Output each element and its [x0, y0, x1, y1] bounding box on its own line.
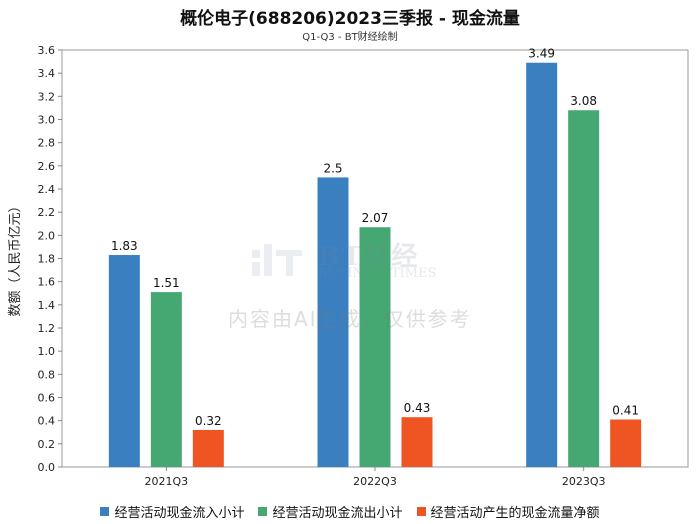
x-tick-label: 2021Q3 — [145, 475, 189, 488]
data-label: 0.43 — [404, 401, 431, 415]
watermark-brand: BT财经 — [318, 242, 420, 272]
data-label: 1.83 — [111, 239, 138, 253]
x-axis: 2021Q3 2022Q3 2023Q3 — [145, 467, 606, 488]
y-tick-label: 3.0 — [38, 114, 56, 127]
bar-1-2023Q3 — [526, 62, 558, 467]
bar-2-2021Q3 — [150, 292, 182, 467]
chart-subtitle: Q1-Q3 - BT财经绘制 — [302, 32, 398, 43]
y-tick-label: 1.0 — [38, 345, 56, 358]
y-tick-label: 3.4 — [38, 67, 56, 80]
y-tick-label: 0.2 — [38, 438, 56, 451]
legend-label-net: 经营活动产生的现金流量净额 — [430, 506, 600, 521]
data-label: 2.07 — [362, 211, 389, 225]
watermark-logo-icon — [252, 244, 302, 276]
y-tick-label: 2.4 — [38, 183, 56, 196]
y-tick-label: 1.8 — [38, 253, 56, 266]
data-label: 2.5 — [323, 161, 342, 175]
y-tick-label: 0.4 — [38, 415, 56, 428]
y-tick-label: 3.2 — [38, 90, 56, 103]
legend-item-outflow: 经营活动现金流出小计 — [258, 502, 403, 521]
legend-swatch-net — [416, 507, 426, 516]
legend-swatch-inflow — [100, 507, 110, 516]
bar-3-2021Q3 — [192, 429, 224, 467]
legend-label-outflow: 经营活动现金流出小计 — [272, 506, 403, 521]
watermark-notice: 内容由AI生成，仅供参考 — [228, 307, 472, 331]
y-tick-label: 2.8 — [38, 137, 56, 150]
data-label: 1.51 — [153, 276, 180, 290]
bar-3-2023Q3 — [610, 419, 642, 467]
data-labels: 1.83 1.51 0.32 2.5 2.07 0.43 3.49 3.08 0.41 — [111, 47, 639, 428]
y-tick-label: 1.4 — [38, 299, 56, 312]
data-label: 0.32 — [195, 414, 222, 428]
legend-label-inflow: 经营活动现金流入小计 — [114, 506, 245, 521]
data-label: 3.49 — [528, 47, 555, 61]
bar-2-2022Q3 — [359, 227, 391, 467]
x-tick-label: 2022Q3 — [353, 475, 397, 488]
y-tick-label: 2.0 — [38, 229, 56, 242]
x-tick-label: 2023Q3 — [562, 475, 606, 488]
legend: 经营活动现金流入小计 经营活动现金流出小计 经营活动产生的现金流量净额 — [0, 502, 700, 521]
data-label: 0.41 — [612, 404, 639, 418]
bars — [108, 62, 642, 467]
chart-title: 概伦电子(688206)2023三季报 - 现金流量 — [180, 9, 520, 29]
legend-item-inflow: 经营活动现金流入小计 — [100, 502, 244, 521]
bar-1-2022Q3 — [317, 177, 349, 467]
y-tick-label: 2.2 — [38, 206, 56, 219]
y-tick-label: 3.6 — [38, 44, 56, 57]
y-tick-label: 1.6 — [38, 276, 56, 289]
y-tick-label: 0.6 — [38, 392, 56, 405]
legend-item-net: 经营活动产生的现金流量净额 — [416, 502, 600, 521]
y-tick-label: 2.6 — [38, 160, 56, 173]
bar-2-2023Q3 — [568, 110, 600, 467]
watermark-brand-en: BUSINESSTIMES — [318, 266, 437, 281]
bar-3-2022Q3 — [401, 417, 433, 467]
y-tick-label: 0.0 — [38, 461, 56, 474]
data-label: 3.08 — [570, 94, 597, 108]
y-tick-label: 0.8 — [38, 368, 56, 381]
legend-swatch-outflow — [258, 507, 268, 516]
bar-1-2021Q3 — [108, 255, 140, 467]
y-axis: 0.0 0.2 0.4 0.6 0.8 1.0 1.2 1.4 1.6 1.8 2.0 2.2 2.4 2… — [38, 44, 62, 474]
y-tick-label: 1.2 — [38, 322, 56, 335]
